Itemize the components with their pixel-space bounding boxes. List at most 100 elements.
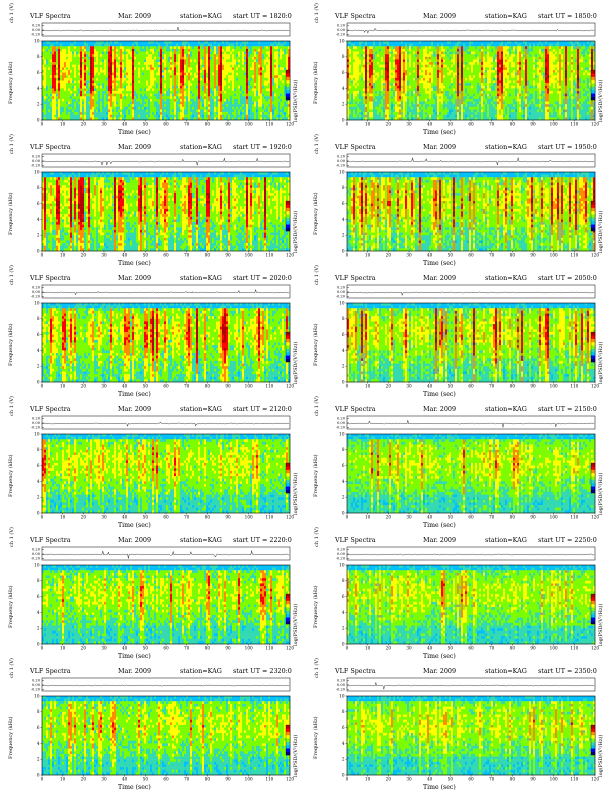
spectrogram-cell	[351, 94, 353, 97]
spectrogram-cell	[264, 83, 266, 86]
spectrogram-cell	[417, 57, 419, 60]
spectrogram-cell	[282, 75, 284, 78]
time-tick-label: 50	[143, 122, 149, 127]
spectrogram-cell	[170, 75, 172, 78]
spectrogram-cell	[190, 67, 192, 70]
spectrogram-cell	[194, 41, 196, 44]
spectrogram-cell	[278, 109, 280, 112]
spectrogram-cell	[178, 99, 180, 102]
spectrogram-cell	[48, 107, 50, 110]
spectrogram-cell	[96, 94, 98, 97]
spectrogram-cell	[206, 41, 208, 44]
spectrogram-cell	[170, 59, 172, 62]
spectrogram-cell	[84, 62, 86, 65]
spectrogram-cell	[102, 65, 104, 68]
spectrogram-cell	[260, 88, 262, 91]
spectrogram-cell	[240, 70, 242, 73]
spectrogram-cell	[379, 102, 381, 105]
spectrogram-cell	[280, 59, 282, 62]
colorbar-label: log(PSD/(V²/Hz))	[293, 80, 299, 122]
spectrogram-cell	[52, 83, 54, 86]
spectrogram-cell	[168, 99, 170, 102]
spectrogram-cell	[393, 52, 395, 55]
spectrogram-cell	[128, 59, 130, 62]
spectrogram-cell	[274, 107, 276, 110]
spectrogram-cell	[365, 73, 367, 76]
spectrogram-cell	[82, 44, 84, 47]
spectrogram-cell	[190, 83, 192, 86]
spectrogram-cell	[54, 115, 56, 118]
spectrogram-cell	[395, 70, 397, 73]
spectrogram-cell	[393, 46, 395, 49]
spectrogram-cell	[387, 49, 389, 52]
spectrogram-cell	[68, 112, 70, 115]
spectrogram-cell	[142, 112, 144, 115]
spectrogram-cell	[399, 115, 401, 118]
time-tick-label: 120	[286, 122, 294, 127]
spectrogram-cell	[423, 91, 425, 94]
spectrogram-cell	[387, 88, 389, 91]
spectrogram-cell	[246, 52, 248, 55]
spectrogram-cell	[403, 70, 405, 73]
spectrogram-cell	[264, 59, 266, 62]
spectrogram-cell	[196, 41, 198, 44]
spectrogram-cell	[120, 78, 122, 81]
spectrogram-cell	[214, 91, 216, 94]
spectrogram-cell	[78, 41, 80, 44]
spectrogram-cell	[367, 112, 369, 115]
spectrogram-cell	[130, 57, 132, 60]
spectrogram-cell	[188, 73, 190, 76]
spectrogram-cell	[401, 49, 403, 52]
spectrogram-cell	[266, 67, 268, 70]
spectrogram-cell	[178, 54, 180, 57]
spectrogram-cell	[126, 94, 128, 97]
spectrogram-cell	[419, 99, 421, 102]
spectrogram-cell	[100, 104, 102, 107]
spectrogram-cell	[178, 57, 180, 60]
spectrogram-cell	[122, 81, 124, 84]
spectrogram-cell	[72, 107, 74, 110]
spectrogram-cell	[160, 65, 162, 68]
spectrogram-cell	[393, 49, 395, 52]
spectrogram-cell	[399, 104, 401, 107]
spectrogram-cell	[176, 67, 178, 70]
spectrogram-cell	[210, 107, 212, 110]
spectrogram-cell	[102, 86, 104, 89]
spectrogram-cell	[190, 75, 192, 78]
spectrogram-cell	[389, 107, 391, 110]
spectrogram-cell	[70, 94, 72, 97]
spectrogram-cell	[421, 94, 423, 97]
spectrogram-cell	[180, 70, 182, 73]
spectrogram-cell	[244, 57, 246, 60]
spectrogram-cell	[365, 102, 367, 105]
spectrogram-cell	[166, 67, 168, 70]
spectrogram-cell	[242, 59, 244, 62]
spectrogram-cell	[383, 86, 385, 89]
spectrogram-cell	[232, 104, 234, 107]
spectrogram-cell	[182, 67, 184, 70]
spectrogram-cell	[76, 115, 78, 118]
spectrogram-cell	[393, 86, 395, 89]
spectrogram-cell	[62, 86, 64, 89]
spectrogram-cell	[98, 65, 100, 68]
spectrogram-cell	[226, 102, 228, 105]
spectrogram-cell	[64, 52, 66, 55]
spectrogram-cell	[140, 41, 142, 44]
spectrogram-cell	[84, 81, 86, 84]
spectrogram-cell	[86, 91, 88, 94]
spectrogram-cell	[198, 65, 200, 68]
spectrogram-cell	[98, 78, 100, 81]
spectrogram-cell	[204, 78, 206, 81]
spectrogram-cell	[190, 54, 192, 57]
spectrogram-cell	[142, 49, 144, 52]
spectrogram-cell	[142, 52, 144, 55]
spectrogram-cell	[262, 91, 264, 94]
spectrogram-cell	[190, 59, 192, 62]
spectrogram-cell	[92, 49, 94, 52]
spectrogram-cell	[365, 107, 367, 110]
spectrogram-cell	[252, 62, 254, 65]
spectrogram-cell	[154, 75, 156, 78]
spectrogram-cell	[86, 107, 88, 110]
spectrogram-cell	[381, 91, 383, 94]
spectrogram-cell	[248, 91, 250, 94]
